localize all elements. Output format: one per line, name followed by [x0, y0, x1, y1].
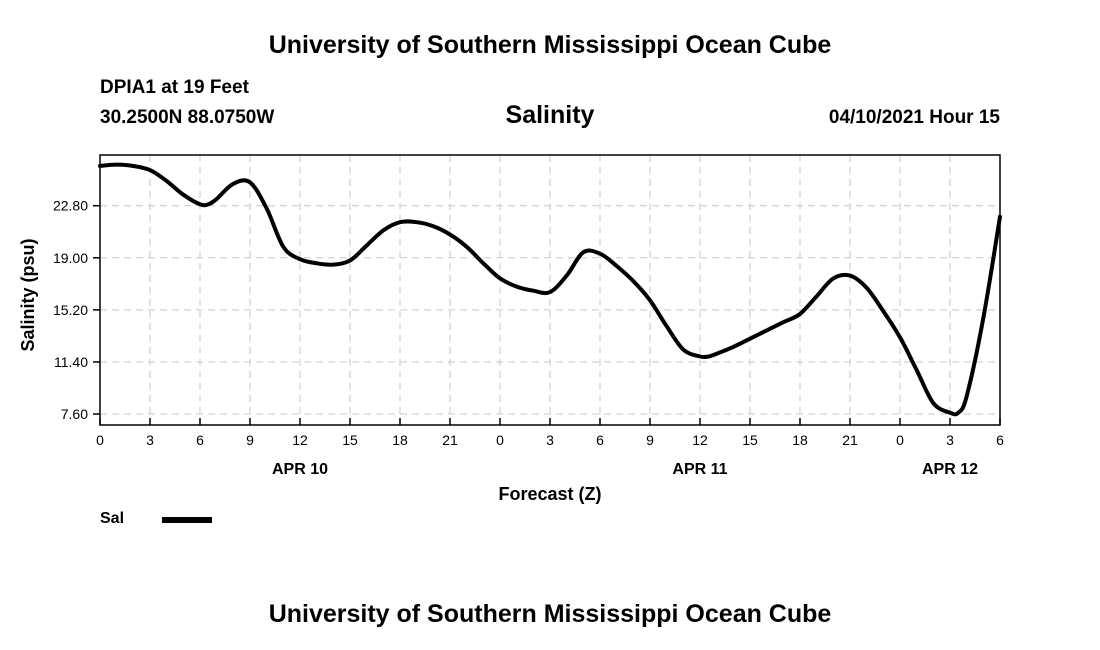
x-tick-label: 0: [496, 432, 504, 448]
salinity-chart: 22.80 19.00 15.20 11.40 7.60 0 3 6 9 12 15 18 21 0 3 6 9…: [18, 154, 1004, 504]
chart-title: Salinity: [505, 101, 595, 129]
x-tick-label: 0: [896, 432, 904, 448]
x-tick-label: 15: [742, 432, 758, 448]
x-axis-label: Forecast (Z): [498, 484, 601, 504]
x-tick-label: 0: [96, 432, 104, 448]
x-tick-label: 3: [546, 432, 554, 448]
x-tick-label: 18: [792, 432, 808, 448]
x-tick-label: 15: [342, 432, 358, 448]
chart-grid: [100, 155, 1000, 425]
series-line-sal: [98, 162, 1002, 417]
y-tick-label: 7.60: [61, 406, 88, 422]
x-tick-label: 12: [692, 432, 708, 448]
x-tick-label: 6: [996, 432, 1004, 448]
legend-swatch: [162, 517, 212, 523]
station-name: DPIA1 at 19 Feet: [100, 77, 249, 98]
legend-label: Sal: [100, 510, 125, 527]
date-label: APR 12: [922, 461, 978, 478]
y-tick-label: 19.00: [53, 250, 88, 266]
chart-axes: 22.80 19.00 15.20 11.40 7.60 0 3 6 9 12 15 18 21 0 3 6 9…: [53, 198, 1004, 478]
y-tick-label: 22.80: [53, 198, 88, 214]
page-title: University of Southern Mississippi Ocean…: [268, 31, 832, 59]
x-tick-label: 9: [246, 432, 254, 448]
x-tick-label: 3: [146, 432, 154, 448]
y-axis-label: Salinity (psu): [18, 238, 38, 351]
x-tick-label: 6: [596, 432, 604, 448]
y-tick-label: 11.40: [54, 354, 88, 370]
x-tick-label: 12: [292, 432, 308, 448]
x-tick-label: 18: [392, 432, 408, 448]
forecast-datetime: 04/10/2021 Hour 15: [828, 107, 1000, 128]
x-tick-label: 3: [946, 432, 954, 448]
chart-series-layer: [98, 162, 1002, 417]
y-tick-label: 15.20: [53, 302, 88, 318]
station-coordinates: 30.2500N 88.0750W: [100, 107, 275, 128]
footer-title: University of Southern Mississippi Ocean…: [268, 600, 832, 628]
date-label: APR 11: [672, 461, 727, 478]
x-tick-label: 9: [646, 432, 654, 448]
x-tick-label: 21: [842, 432, 858, 448]
date-label: APR 10: [272, 461, 328, 478]
x-tick-label: 6: [196, 432, 204, 448]
x-tick-label: 21: [442, 432, 458, 448]
